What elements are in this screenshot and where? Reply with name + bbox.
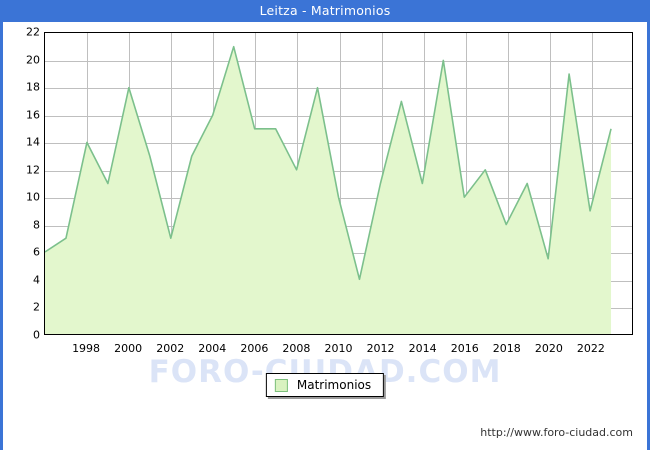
gridline-vertical bbox=[549, 33, 551, 334]
x-axis-tick-label: 2012 bbox=[366, 342, 395, 355]
gridline-horizontal bbox=[45, 115, 632, 117]
gridline-vertical bbox=[339, 33, 341, 334]
chart-container: 0 2 4 6 8 10 12 14 16 18 20 22 1998 2000 2002 2004 2006… bbox=[3, 22, 647, 450]
gridline-vertical bbox=[507, 33, 509, 334]
x-axis-tick-label: 2018 bbox=[492, 342, 521, 355]
x-axis-tick-label: 2000 bbox=[114, 342, 143, 355]
legend-label-matrimonios: Matrimonios bbox=[296, 378, 372, 392]
y-axis-tick-label: 12 bbox=[26, 163, 40, 177]
y-axis-tick-label: 2 bbox=[33, 300, 40, 314]
gridline-horizontal bbox=[45, 143, 632, 145]
gridline-horizontal bbox=[45, 60, 632, 62]
x-axis-tick-label: 2014 bbox=[408, 342, 437, 355]
y-axis-tick-label: 22 bbox=[26, 25, 40, 39]
x-axis-tick-label: 2022 bbox=[576, 342, 605, 355]
gridline-vertical bbox=[171, 33, 173, 334]
x-axis-tick-label: 2016 bbox=[450, 342, 479, 355]
source-url: http://www.foro-ciudad.com bbox=[480, 426, 633, 439]
y-axis-tick-label: 8 bbox=[33, 218, 40, 232]
y-axis-tick-label: 4 bbox=[33, 273, 40, 287]
legend-swatch-matrimonios bbox=[274, 378, 288, 392]
x-axis-tick-label: 2010 bbox=[324, 342, 353, 355]
x-axis-labels: 1998 2000 2002 2004 2006 2008 2010 2012 2014 2016… bbox=[44, 342, 633, 358]
gridline-horizontal bbox=[45, 170, 632, 172]
y-axis-tick-label: 0 bbox=[33, 328, 40, 342]
x-axis-tick-label: 2020 bbox=[534, 342, 563, 355]
matrimonios-area-series bbox=[45, 45, 612, 334]
window-title: Leitza - Matrimonios bbox=[3, 0, 647, 22]
series-area-fill bbox=[45, 46, 612, 334]
x-axis-tick-label: 1998 bbox=[72, 342, 101, 355]
y-axis-tick-label: 20 bbox=[26, 53, 40, 67]
gridline-horizontal bbox=[45, 88, 632, 90]
x-axis-tick-label: 2002 bbox=[156, 342, 185, 355]
x-axis-tick-label: 2006 bbox=[240, 342, 269, 355]
gridline-vertical bbox=[591, 33, 593, 334]
x-axis-tick-label: 2008 bbox=[282, 342, 311, 355]
y-axis-tick-label: 6 bbox=[33, 245, 40, 259]
y-axis-tick-label: 10 bbox=[26, 190, 40, 204]
chart-legend: Matrimonios bbox=[265, 373, 385, 397]
y-axis-tick-label: 14 bbox=[26, 135, 40, 149]
y-axis-tick-label: 16 bbox=[26, 108, 40, 122]
y-axis-tick-label: 18 bbox=[26, 80, 40, 94]
gridline-vertical bbox=[465, 33, 467, 334]
x-axis-tick-label: 2004 bbox=[198, 342, 227, 355]
y-axis-labels: 0 2 4 6 8 10 12 14 16 18 20 22 bbox=[3, 26, 40, 342]
plot-area bbox=[44, 32, 633, 335]
series-line bbox=[45, 45, 612, 281]
